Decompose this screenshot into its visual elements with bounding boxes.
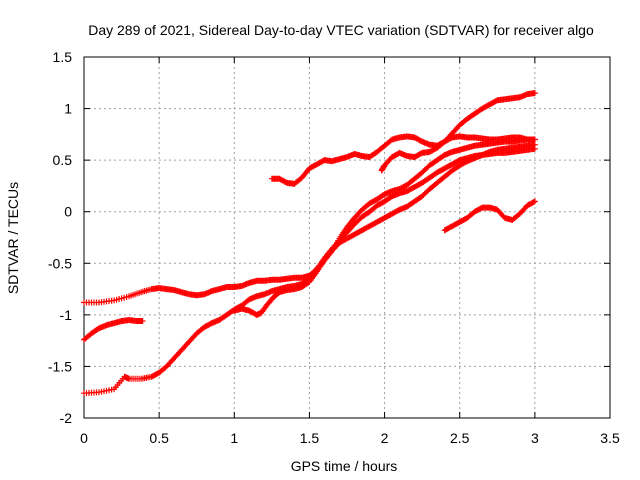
x-tick-labels: 0 0.5 1 1.5 2 2.5 3 3.5 — [80, 430, 620, 446]
chart-title: Day 289 of 2021, Sidereal Day-to-day VTE… — [88, 22, 594, 38]
y-tick-label: -2 — [60, 410, 73, 426]
x-tick-label: 2 — [381, 430, 389, 446]
y-tick-label: -1 — [60, 307, 73, 323]
axis-ticks — [83, 56, 611, 419]
grid — [84, 57, 610, 418]
y-tick-label: -0.5 — [48, 255, 72, 271]
series-track-g — [441, 198, 538, 234]
y-tick-labels: -2 -1.5 -1 -0.5 0 0.5 1 1.5 — [48, 49, 72, 426]
data-markers — [81, 90, 538, 397]
x-tick-label: 1.5 — [300, 430, 320, 446]
x-tick-label: 2.5 — [450, 430, 470, 446]
series-track-f — [378, 90, 538, 174]
y-tick-label: 1.5 — [53, 49, 73, 65]
y-tick-label: -1.5 — [48, 358, 72, 374]
x-tick-label: 3.5 — [600, 430, 620, 446]
y-tick-label: 0.5 — [53, 152, 73, 168]
series-track-d — [231, 136, 538, 318]
x-tick-label: 3 — [531, 430, 539, 446]
series-track-b — [81, 317, 146, 343]
y-axis-label: SDTVAR / TECUs — [5, 182, 21, 294]
series-track-c — [81, 141, 538, 397]
x-tick-label: 0.5 — [149, 430, 169, 446]
x-tick-label: 0 — [80, 430, 88, 446]
x-axis-label: GPS time / hours — [291, 458, 398, 474]
x-tick-label: 1 — [230, 430, 238, 446]
y-tick-label: 1 — [64, 101, 72, 117]
y-tick-label: 0 — [64, 204, 72, 220]
plot-frame — [83, 56, 611, 419]
